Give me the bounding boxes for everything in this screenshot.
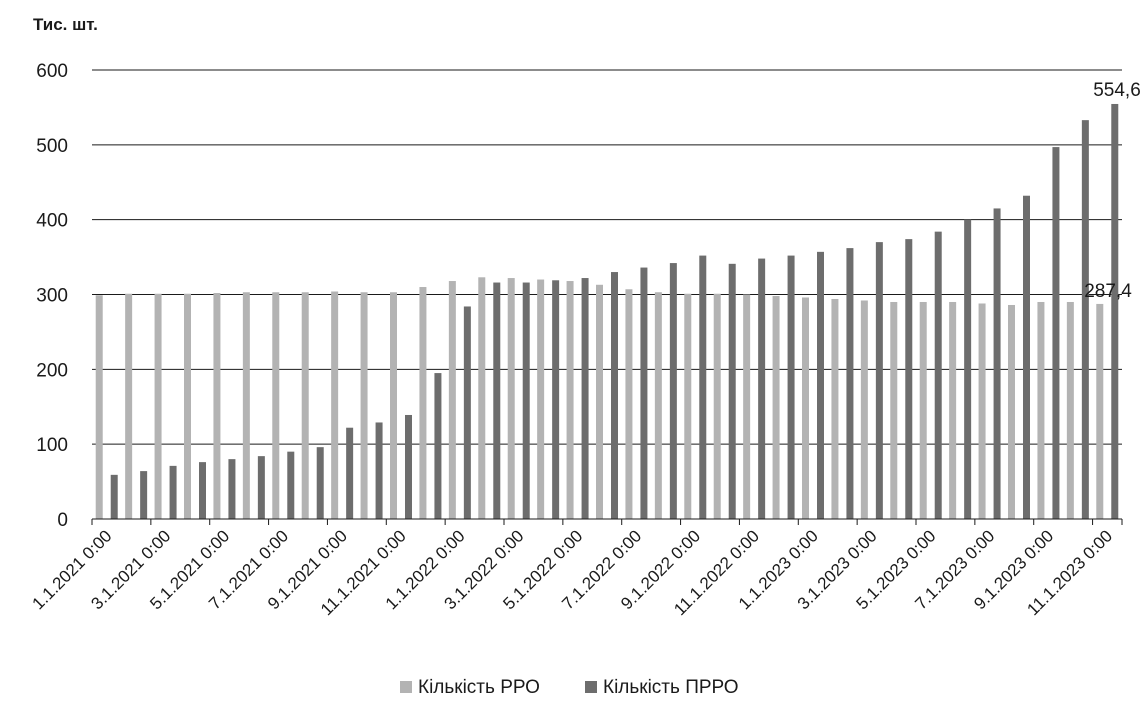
y-tick-label: 200 (36, 360, 68, 381)
bar-prro (905, 239, 913, 519)
bar-rro (860, 300, 868, 519)
bar-rro (154, 293, 162, 519)
bar-prro (405, 414, 412, 519)
bar-prro (552, 280, 560, 519)
bar-prro (493, 282, 501, 519)
bar-rro (331, 291, 339, 519)
bar-rro (802, 297, 809, 519)
bar-prro (375, 422, 383, 519)
bar-prro (787, 255, 795, 519)
bar-rro (978, 303, 986, 519)
bar-prro (1111, 103, 1119, 519)
y-tick-label: 600 (36, 61, 68, 82)
bar-rro (1096, 303, 1104, 519)
bar-prro (817, 251, 824, 519)
bar-rro (213, 293, 221, 519)
bar-rro (272, 292, 280, 519)
bar-prro (581, 278, 589, 519)
y-tick-label: 300 (36, 286, 68, 307)
y-tick-label: 400 (36, 211, 68, 232)
bar-prro (199, 462, 206, 519)
bar-rro (507, 278, 515, 519)
bar-rro (360, 292, 368, 519)
bar-rro (596, 284, 603, 519)
bar-prro (257, 456, 265, 519)
bar-prro (1052, 147, 1060, 519)
y-tick-label: 500 (36, 136, 68, 157)
bar-prro (728, 263, 736, 519)
bar-rro (919, 301, 927, 519)
bar-rro (684, 293, 692, 519)
bar-prro (758, 258, 766, 519)
bar-rro (772, 295, 780, 519)
y-axis-ticks: 0 100 200 300 400 500 600 (36, 61, 68, 531)
data-label-prro-last: 554,6 (1093, 80, 1141, 101)
bar-rro (890, 301, 898, 519)
bar-prro (346, 427, 354, 519)
bar-prro (699, 255, 707, 519)
bar-rro (242, 292, 250, 519)
bar-prro (993, 208, 1001, 520)
bar-rro (1037, 301, 1045, 519)
bar-rro (419, 287, 427, 519)
bar-prro (228, 459, 236, 519)
bar-rro (95, 295, 103, 519)
legend-label-prro: Кількість ПРРО (603, 677, 739, 698)
bar-rro (448, 281, 456, 519)
bar-rro (743, 294, 751, 519)
bars (95, 103, 1119, 520)
bar-rro (390, 292, 397, 519)
y-tick-label: 100 (36, 435, 68, 456)
bar-rro (125, 293, 133, 519)
bar-rro (949, 301, 957, 519)
bar-prro (1081, 120, 1089, 519)
bar-prro (140, 471, 148, 519)
bar-rro (537, 279, 545, 519)
bar-rro (831, 298, 839, 519)
legend-label-rro: Кількість РРО (418, 677, 540, 698)
bar-prro (169, 465, 177, 519)
legend: Кількість РРО Кількість ПРРО (400, 677, 739, 698)
bar-prro (964, 219, 972, 519)
bar-prro (611, 272, 618, 519)
bar-prro (934, 231, 942, 519)
bar-prro (669, 263, 677, 519)
bar-rro (566, 281, 574, 519)
y-tick-label: 0 (57, 510, 68, 531)
bar-rro (301, 292, 309, 519)
data-label-rro-last: 287,4 (1084, 281, 1132, 302)
bar-prro (640, 267, 648, 519)
bar-rro (478, 277, 486, 519)
bar-rro (184, 293, 191, 519)
bar-prro (287, 451, 295, 519)
bar-prro (846, 248, 854, 519)
legend-swatch-rro (400, 681, 412, 693)
legend-swatch-prro (585, 681, 597, 693)
bar-rro (713, 293, 721, 519)
bar-rro (654, 292, 662, 519)
bar-prro (316, 447, 324, 519)
bar-rro (1066, 301, 1074, 519)
bar-prro (875, 242, 883, 519)
y-axis-unit-label: Тис. шт. (33, 15, 98, 34)
bar-prro (434, 373, 442, 519)
data-labels: 554,6 287,4 (1084, 80, 1141, 302)
bar-rro (625, 289, 633, 519)
bar-prro (522, 282, 530, 519)
bar-prro (463, 306, 471, 519)
bar-prro (110, 474, 118, 519)
bar-prro (1023, 195, 1030, 519)
bar-rro (1008, 304, 1015, 519)
x-axis: 1.1.2021 0:003.1.2021 0:005.1.2021 0:007… (29, 518, 1123, 619)
